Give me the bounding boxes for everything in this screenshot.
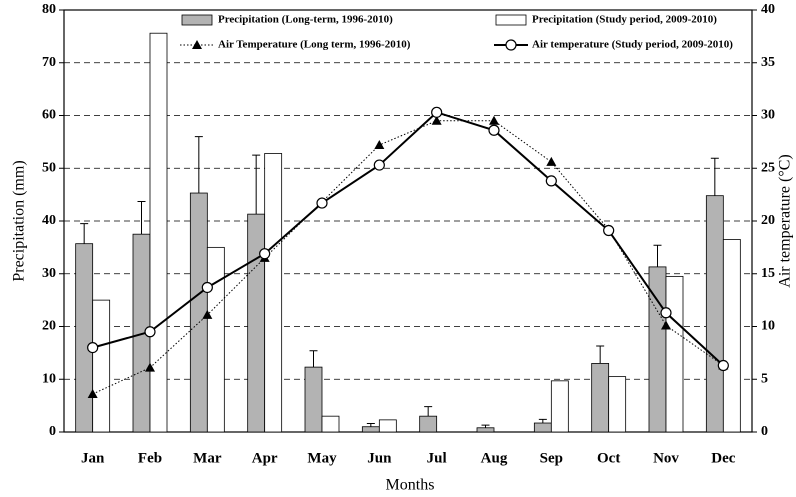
y-tick-label: 0 bbox=[49, 424, 56, 439]
legend-marker bbox=[192, 40, 202, 49]
x-axis-label: Months bbox=[386, 477, 435, 494]
y-tick-label: 80 bbox=[42, 2, 56, 17]
error-bar bbox=[137, 200, 146, 235]
circle-marker bbox=[717, 359, 729, 372]
bar bbox=[264, 153, 283, 433]
bar bbox=[75, 243, 94, 433]
bar bbox=[533, 422, 552, 433]
x-tick-label: Jul bbox=[427, 450, 447, 466]
circle-marker bbox=[431, 106, 443, 118]
circle-marker bbox=[660, 307, 672, 319]
bar bbox=[92, 299, 111, 433]
line bbox=[92, 111, 725, 367]
circle-marker bbox=[545, 175, 557, 187]
bar bbox=[665, 275, 684, 433]
x-tick-label: Dec bbox=[711, 450, 735, 466]
bar bbox=[206, 246, 225, 433]
circle-marker bbox=[316, 197, 328, 209]
x-tick-label: Jun bbox=[367, 450, 392, 466]
y-tick-label: 10 bbox=[42, 371, 56, 386]
bar bbox=[304, 366, 323, 433]
y2-tick-label: 5 bbox=[761, 371, 768, 386]
circle-marker bbox=[259, 248, 271, 260]
x-tick-label: Oct bbox=[597, 450, 620, 466]
legend-label: Precipitation (Long-term, 1996-2010) bbox=[218, 14, 393, 26]
legend-label: Precipitation (Study period, 2009-2010) bbox=[532, 14, 717, 26]
triangle-marker bbox=[374, 140, 385, 150]
circle-marker bbox=[373, 159, 385, 171]
y2-tick-label: 15 bbox=[761, 266, 775, 281]
bar bbox=[419, 415, 438, 433]
triangle-marker bbox=[431, 115, 442, 125]
x-tick-label: Mar bbox=[193, 450, 222, 466]
triangle-marker bbox=[546, 156, 557, 166]
line bbox=[92, 120, 724, 395]
y-tick-label: 70 bbox=[42, 55, 56, 70]
y2-tick-label: 40 bbox=[761, 2, 775, 17]
bar bbox=[247, 213, 266, 433]
y2-tick-label: 0 bbox=[761, 424, 768, 439]
bar bbox=[476, 427, 495, 433]
circle-marker bbox=[87, 342, 99, 354]
triangle-marker bbox=[145, 362, 155, 372]
circle-marker bbox=[201, 281, 213, 294]
x-tick-label: Feb bbox=[138, 450, 162, 466]
x-tick-label: Apr bbox=[252, 450, 278, 466]
x-tick-label: Nov bbox=[653, 450, 679, 466]
x-tick-label: May bbox=[307, 450, 337, 466]
error-bar bbox=[653, 244, 662, 267]
bar bbox=[361, 426, 380, 433]
circle-marker bbox=[603, 224, 615, 237]
y-tick-label: 20 bbox=[42, 319, 56, 334]
triangle-marker bbox=[661, 320, 671, 330]
y2-tick-label: 20 bbox=[761, 213, 775, 228]
legend-label: Air temperature (Study period, 2009-2010… bbox=[532, 39, 733, 51]
bar bbox=[722, 239, 741, 433]
y2-tick-label: 25 bbox=[761, 160, 775, 175]
x-tick-label: Sep bbox=[540, 450, 563, 466]
legend-label: Air Temperature (Long term, 1996-2010) bbox=[218, 39, 411, 51]
y-tick-label: 50 bbox=[42, 160, 56, 175]
bar bbox=[550, 380, 569, 433]
error-bar bbox=[481, 424, 490, 428]
x-tick-label: Jan bbox=[81, 450, 105, 466]
y2-tick-label: 10 bbox=[761, 319, 775, 334]
y2-tick-label: 30 bbox=[761, 108, 775, 123]
bar bbox=[591, 363, 610, 433]
triangle-marker bbox=[489, 115, 499, 125]
plot-frame bbox=[63, 9, 753, 433]
error-bar bbox=[366, 423, 375, 427]
error-bar bbox=[194, 136, 203, 194]
error-bar bbox=[538, 418, 547, 424]
error-bar bbox=[80, 223, 89, 244]
error-bar bbox=[309, 350, 318, 368]
error-bar bbox=[252, 154, 261, 215]
circle-marker bbox=[488, 124, 500, 136]
error-bar bbox=[424, 406, 433, 417]
triangle-marker bbox=[87, 389, 98, 399]
y-tick-label: 30 bbox=[42, 266, 56, 281]
y2-tick-label: 35 bbox=[761, 55, 775, 70]
y-tick-label: 60 bbox=[42, 108, 56, 123]
y2-axis-label: Air temperature (°C) bbox=[777, 154, 794, 287]
legend-swatch bbox=[181, 14, 213, 26]
triangle-marker bbox=[202, 309, 213, 319]
error-bar bbox=[596, 345, 605, 364]
legend-marker bbox=[505, 39, 517, 51]
bar bbox=[149, 32, 168, 433]
y-tick-label: 40 bbox=[42, 213, 56, 228]
bar bbox=[189, 192, 208, 433]
circle-marker bbox=[144, 326, 156, 338]
bar bbox=[705, 195, 724, 433]
y-axis-label: Precipitation (mm) bbox=[11, 160, 28, 281]
legend-swatch bbox=[495, 14, 527, 26]
error-bar bbox=[710, 157, 719, 196]
bar bbox=[321, 415, 340, 433]
x-tick-label: Aug bbox=[481, 450, 508, 466]
bar bbox=[378, 419, 397, 433]
bar bbox=[608, 376, 627, 433]
